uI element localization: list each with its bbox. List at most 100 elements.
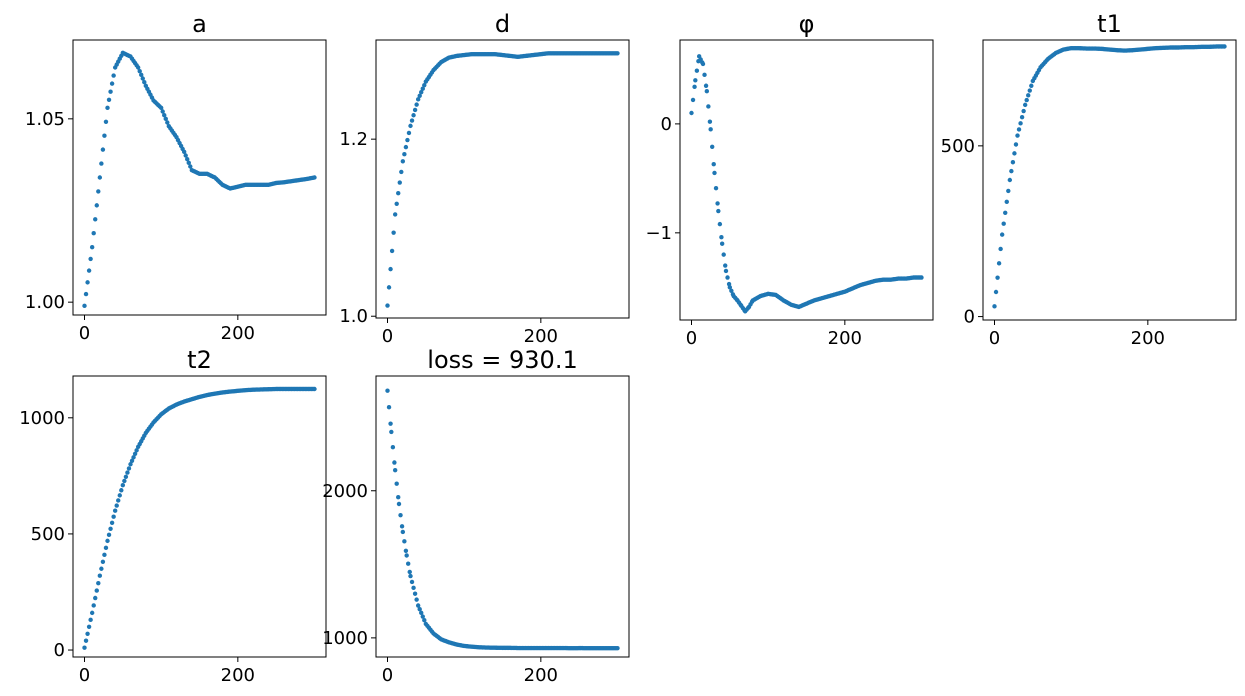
data-point <box>100 147 106 152</box>
data-point <box>163 116 168 122</box>
data-point <box>405 137 410 143</box>
data-point <box>125 470 130 475</box>
data-point <box>126 466 132 471</box>
data-point <box>396 190 401 196</box>
data-point <box>1003 210 1008 215</box>
data-point <box>389 248 395 254</box>
data-point <box>391 230 396 235</box>
data-point <box>390 445 396 450</box>
data-point <box>408 573 413 579</box>
data-point <box>117 493 122 498</box>
data-point <box>402 152 407 157</box>
axes-frame-3 <box>982 39 1237 321</box>
x-tick-label: 200 <box>221 323 255 344</box>
data-point <box>140 76 145 81</box>
data-point <box>415 603 421 608</box>
data-point <box>692 84 697 90</box>
chart-title-5: loss = 930.1 <box>427 346 577 374</box>
y-tick-label: 1.0 <box>339 306 368 327</box>
data-point <box>1027 88 1032 93</box>
x-tick-label: 200 <box>524 326 558 347</box>
data-point <box>396 495 401 500</box>
data-point <box>414 597 419 602</box>
data-point <box>96 189 101 194</box>
data-point <box>158 105 164 111</box>
y-tick-label: 500 <box>31 524 65 545</box>
data-point <box>85 631 90 636</box>
data-point <box>615 645 620 651</box>
data-point <box>392 467 398 473</box>
data-point <box>102 133 107 138</box>
data-point <box>409 118 415 123</box>
data-point <box>106 532 112 538</box>
data-point <box>123 474 129 479</box>
data-point <box>716 208 721 214</box>
data-point <box>919 275 924 280</box>
data-point <box>1029 83 1034 88</box>
data-point <box>419 610 424 616</box>
chart-title-4: t2 <box>187 346 212 374</box>
data-point <box>88 617 93 623</box>
data-point <box>392 460 397 465</box>
data-point <box>132 451 138 456</box>
y-tick-label: 1.00 <box>25 292 65 313</box>
chart-title-2: φ <box>799 10 815 38</box>
data-point <box>94 588 99 593</box>
data-point <box>992 304 997 309</box>
data-point <box>397 180 402 185</box>
data-point <box>406 130 412 136</box>
data-point <box>131 455 136 460</box>
data-point <box>100 559 106 564</box>
data-point <box>1009 168 1014 174</box>
data-point <box>414 102 419 107</box>
data-point <box>388 421 393 426</box>
data-point <box>727 285 733 290</box>
axes-frame-2 <box>679 39 934 321</box>
data-point <box>712 170 717 176</box>
data-point <box>82 645 87 650</box>
data-point <box>392 212 398 217</box>
data-point <box>711 162 716 167</box>
data-point <box>702 72 707 78</box>
data-point <box>995 275 1000 280</box>
data-point <box>723 263 728 268</box>
data-point <box>108 89 113 94</box>
data-point <box>1021 108 1026 114</box>
data-point <box>715 201 720 206</box>
data-point <box>111 73 116 78</box>
y-tick-label: 0 <box>964 307 975 328</box>
data-point <box>1006 188 1011 194</box>
chart-title-1: d <box>495 10 510 38</box>
data-point <box>91 231 96 236</box>
chart-title-3: t1 <box>1097 10 1122 38</box>
data-point <box>710 144 715 149</box>
data-point <box>1016 127 1022 132</box>
data-point <box>394 481 399 486</box>
data-point <box>1004 199 1009 205</box>
data-point <box>998 246 1003 252</box>
data-point <box>729 288 734 293</box>
y-tick-label: 500 <box>941 136 975 157</box>
x-tick-label: 0 <box>686 328 697 349</box>
data-point <box>408 123 413 129</box>
data-point <box>1222 44 1227 49</box>
axes-frame-4 <box>72 375 327 658</box>
data-point <box>411 585 416 591</box>
data-point <box>725 275 730 280</box>
data-point <box>704 89 710 94</box>
data-point <box>103 545 109 551</box>
data-point <box>86 268 92 273</box>
data-point <box>82 303 87 309</box>
data-point <box>694 68 700 73</box>
data-point <box>1015 133 1020 138</box>
data-point <box>721 252 726 257</box>
data-point <box>690 97 696 103</box>
data-point <box>88 256 93 262</box>
data-point <box>389 429 394 435</box>
data-point <box>411 113 416 118</box>
data-point <box>388 266 393 272</box>
data-point <box>1010 160 1016 165</box>
data-point <box>713 185 719 191</box>
data-point <box>719 235 724 240</box>
data-point <box>400 529 406 535</box>
